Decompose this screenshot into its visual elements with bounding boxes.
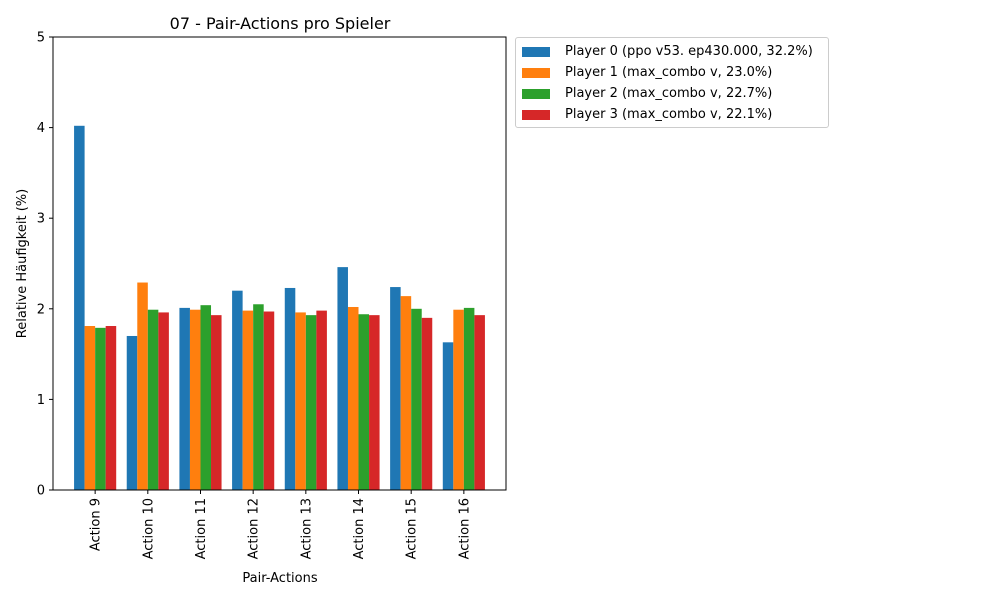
bar-player1-action-11: [189, 309, 201, 490]
y-tick-label: 0: [37, 484, 45, 499]
bar-player3-action-16: [474, 315, 485, 490]
bar-player2-action-9: [95, 327, 106, 490]
x-axis-label: Pair-Actions: [242, 571, 317, 586]
bar-player1-action-14: [347, 306, 359, 490]
bar-player2-action-11: [200, 305, 212, 490]
x-tick-label: Action 14: [352, 498, 367, 559]
bar-player3-action-15: [421, 317, 433, 490]
bar-player2-action-13: [305, 315, 317, 490]
bar-player0-action-11: [179, 307, 190, 490]
legend-item-player1: Player 1 (max_combo v, 23.0%): [516, 62, 828, 83]
bar-player0-action-15: [390, 287, 401, 490]
x-axis: Action 9 Action 10 Action 11 Action 12 Actio…: [89, 490, 472, 559]
legend-swatch: [522, 109, 550, 120]
y-tick-label: 2: [37, 302, 45, 317]
bar-player3-action-11: [211, 315, 222, 490]
legend-swatch: [522, 88, 550, 99]
bar-player1-action-10: [137, 282, 148, 490]
bar-player1-action-16: [453, 309, 464, 490]
x-tick-label: Action 11: [194, 498, 209, 559]
y-axis: 0 1 2 3 4 5: [37, 31, 53, 499]
y-tick-label: 5: [37, 31, 45, 46]
legend-swatch: [522, 46, 550, 57]
legend-label: Player 3 (max_combo v, 22.1%): [565, 107, 773, 122]
bar-player0-action-9: [74, 125, 85, 490]
plot-frame: [52, 36, 507, 491]
bar-player2-action-16: [463, 307, 475, 490]
legend-swatch: [522, 67, 550, 78]
bar-player0-action-10: [126, 335, 138, 490]
bar-player1-action-12: [242, 310, 254, 490]
bar-player1-action-15: [400, 296, 412, 490]
bar-player0-action-13: [284, 287, 296, 490]
bar-player1-action-13: [295, 312, 306, 490]
chart-title: 07 - Pair-Actions pro Spieler: [170, 14, 391, 33]
y-tick-label: 4: [37, 121, 45, 136]
bar-player0-action-16: [442, 342, 454, 490]
x-tick-label: Action 15: [405, 498, 420, 559]
y-tick-label: 1: [37, 393, 45, 408]
bar-player3-action-10: [158, 312, 169, 490]
legend-label: Player 2 (max_combo v, 22.7%): [565, 86, 773, 101]
x-tick-label: Action 10: [141, 498, 156, 559]
bar-player3-action-12: [263, 311, 275, 490]
bar-player3-action-13: [316, 310, 327, 490]
legend: Player 0 (ppo v53. ep430.000, 32.2%) Play…: [515, 37, 829, 128]
legend-item-player2: Player 2 (max_combo v, 22.7%): [516, 83, 828, 104]
bar-player2-action-10: [147, 309, 159, 490]
x-tick-label: Action 13: [299, 498, 314, 559]
x-tick-label: Action 16: [457, 498, 472, 559]
bar-player2-action-12: [253, 304, 264, 490]
legend-item-player0: Player 0 (ppo v53. ep430.000, 32.2%): [516, 41, 828, 62]
bar-player3-action-14: [369, 315, 380, 490]
bar-player0-action-14: [337, 267, 348, 490]
y-axis-label: Relative Häufigkeit (%): [15, 189, 30, 338]
bar-player0-action-12: [232, 290, 243, 490]
x-tick-label: Action 12: [247, 498, 262, 559]
bar-player1-action-9: [84, 326, 96, 490]
bar-player2-action-15: [411, 308, 422, 490]
legend-item-player3: Player 3 (max_combo v, 22.1%): [516, 104, 828, 125]
bar-player3-action-9: [105, 326, 117, 490]
bars-group: [74, 125, 485, 490]
x-tick-label: Action 9: [89, 498, 104, 551]
y-tick-label: 3: [37, 212, 45, 227]
legend-label: Player 1 (max_combo v, 23.0%): [565, 65, 773, 80]
legend-label: Player 0 (ppo v53. ep430.000, 32.2%): [565, 44, 813, 59]
bar-player2-action-14: [358, 314, 370, 490]
